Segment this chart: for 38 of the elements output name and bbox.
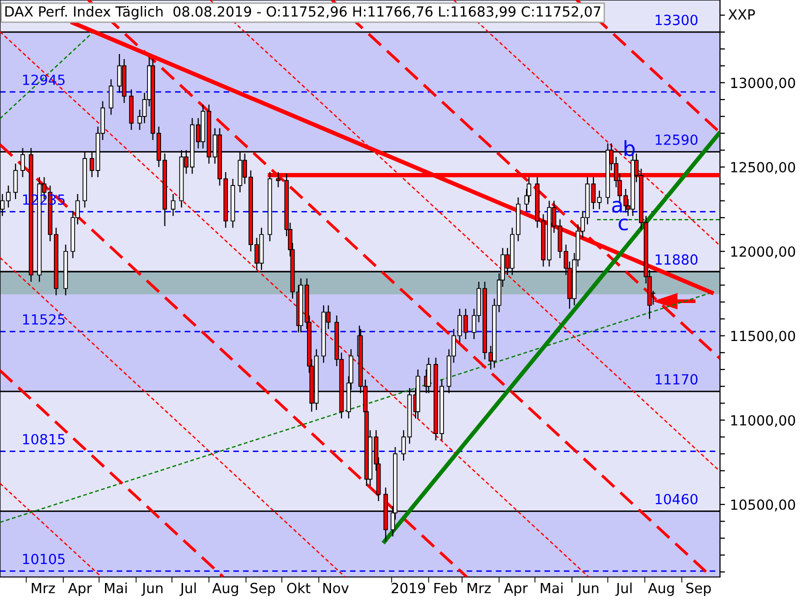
ref-line-label: 13300 [656, 14, 698, 26]
ref-line-label: 12590 [656, 134, 698, 145]
x-tick-label: Jul [180, 582, 196, 596]
x-tick-label: Feb [434, 582, 457, 594]
y-axis-title: XXP [728, 9, 755, 20]
x-tick-label: Jun [577, 582, 598, 596]
x-tick-label: 2019 [392, 582, 426, 594]
x-tick-label: Aug [212, 582, 238, 596]
x-tick-label: Mrz [32, 582, 55, 594]
x-tick-label: Nov [323, 582, 349, 594]
ref-line-label: 10815 [23, 434, 65, 444]
candlestick [108, 78, 114, 116]
candlestick [13, 163, 18, 200]
x-tick-label: Jul [615, 582, 632, 596]
x-tick-label: Sep [250, 582, 276, 596]
x-tick-label: Sep [686, 582, 711, 596]
candlestick [170, 193, 176, 217]
ref-line-label: 10105 [23, 554, 65, 564]
x-tick-label: Apr [68, 582, 92, 596]
x-tick-label: Mai [540, 582, 563, 594]
ref-line-label: 10460 [656, 494, 698, 504]
x-tick-label: Okt [287, 582, 310, 594]
x-tick-label: Mrz [468, 582, 491, 594]
ref-line-label: 11525 [23, 314, 65, 325]
y-tick-label: 11000,00 [731, 415, 796, 427]
annotation: c [618, 218, 628, 230]
chart-title: DAX Perf. Index Täglich 08.08.2019 - O:11752,96 H:11766,76 L:11683,99 C:11752,07 [5, 6, 600, 20]
x-tick-label: Apr [504, 582, 528, 596]
y-tick-label: 12000,00 [731, 246, 796, 258]
ref-line-label: 11880 [656, 254, 698, 265]
y-tick-label: 12500,00 [731, 162, 796, 174]
x-tick-label: Jun [141, 582, 163, 596]
ref-line-label: 11170 [656, 374, 698, 385]
y-tick-label: 11500,00 [731, 330, 796, 343]
x-tick-label: Mai [105, 582, 127, 594]
x-tick-label: Aug [648, 582, 674, 596]
y-tick-label: 10500,00 [731, 499, 796, 512]
y-tick-label: 13000,00 [731, 78, 796, 90]
